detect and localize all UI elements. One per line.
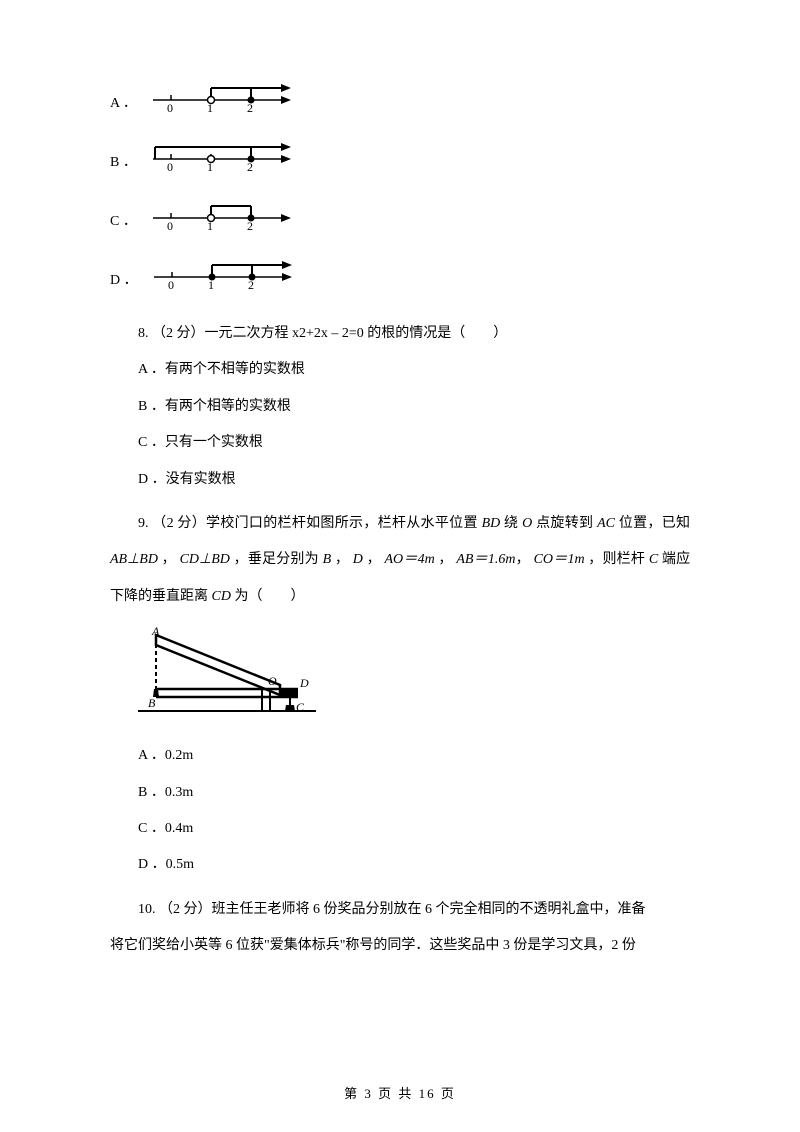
number-line-c: 0 1 2: [153, 198, 293, 235]
opt-label-a: A ．: [110, 86, 137, 112]
q9-c: C: [649, 552, 658, 567]
q9-opt-b: B ．0.3m: [110, 775, 690, 811]
q9-t9: ，: [363, 552, 385, 567]
svg-text:D: D: [299, 676, 309, 690]
svg-text:0: 0: [167, 219, 173, 230]
svg-text:0: 0: [167, 160, 173, 171]
q9-para: 9. （2 分）学校门口的栏杆如图所示，栏杆从水平位置 BD 绕 O 点旋转到 …: [110, 506, 690, 615]
q8-stem: 8. （2 分）一元二次方程 x2+2x – 2=0 的根的情况是（ ）: [110, 316, 690, 352]
svg-text:A: A: [151, 625, 160, 638]
q9-t8: ，: [331, 552, 353, 567]
q9-t1: 9. （2 分）学校门口的栏杆如图所示，栏杆从水平位置: [138, 516, 482, 531]
q10-l1: 10. （2 分）班主任王老师将 6 份奖品分别放在 6 个完全相同的不透明礼盒…: [138, 902, 646, 917]
opt-label-c: C ．: [110, 204, 137, 230]
q9-t10: ，: [435, 552, 457, 567]
q9-t4: 位: [615, 516, 633, 531]
q7-option-c: C ． 0 1 2: [110, 198, 690, 235]
q7-options: A ． 0 1 2 B ．: [110, 80, 690, 294]
svg-text:B: B: [148, 696, 156, 710]
number-line-b: 0 1 2: [153, 139, 293, 176]
q10-line1: 10. （2 分）班主任王老师将 6 份奖品分别放在 6 个完全相同的不透明礼盒…: [110, 892, 690, 928]
q9-t7: ，垂足分别为: [230, 552, 323, 567]
q8-a: A ．有两个不相等的实数根: [110, 352, 690, 388]
svg-text:0: 0: [167, 101, 173, 112]
q9-ao: AO＝4m: [385, 552, 435, 567]
svg-text:O: O: [268, 674, 277, 688]
q9-ac: AC: [597, 516, 615, 531]
opt-label-b: B ．: [110, 145, 137, 171]
page-footer: 第 3 页 共 16 页: [0, 1083, 800, 1102]
q7-option-b: B ． 0 1 2: [110, 139, 690, 176]
q9-bd: BD: [482, 516, 501, 531]
q9-t14: 为（ ）: [231, 589, 305, 604]
q9-b: B: [323, 552, 332, 567]
q9-t2: 绕: [500, 516, 522, 531]
q10-line2: 将它们奖给小英等 6 位获"爱集体标兵"称号的同学．这些奖品中 3 份是学习文具…: [110, 928, 690, 964]
q9-t12: ，则栏杆: [585, 552, 649, 567]
q9-opt-d: D ．0.5m: [110, 847, 690, 883]
q9-t3: 点旋转到: [532, 516, 597, 531]
number-line-a: 0 1 2: [153, 80, 293, 117]
svg-text:C: C: [296, 700, 305, 714]
q8-b: B ．有两个相等的实数根: [110, 389, 690, 425]
q9-abbd: AB⊥BD: [110, 552, 158, 567]
q9-t5: 置，已知: [633, 516, 690, 531]
q10: 10. （2 分）班主任王老师将 6 份奖品分别放在 6 个完全相同的不透明礼盒…: [110, 892, 690, 965]
svg-text:0: 0: [168, 278, 174, 289]
number-line-d: 0 1 2: [154, 257, 294, 294]
q8-c: C ．只有一个实数根: [110, 425, 690, 461]
q8: 8. （2 分）一元二次方程 x2+2x – 2=0 的根的情况是（ ） A ．…: [110, 316, 690, 498]
q9-diagram: A B O D C: [138, 625, 690, 722]
q9-opt-c: C ．0.4m: [110, 811, 690, 847]
q9-d: D: [353, 552, 363, 567]
q9-ab: AB＝1.6m: [456, 552, 515, 567]
q9-cdbd: CD⊥BD: [180, 552, 230, 567]
q9-o: O: [522, 516, 532, 531]
q9-co: CO＝1m: [534, 552, 585, 567]
q7-option-a: A ． 0 1 2: [110, 80, 690, 117]
q9-t11: ，: [515, 552, 533, 567]
q7-option-d: D ． 0 1 2: [110, 257, 690, 294]
q9-t6: ，: [158, 552, 180, 567]
q9: 9. （2 分）学校门口的栏杆如图所示，栏杆从水平位置 BD 绕 O 点旋转到 …: [110, 506, 690, 884]
q9-cd: CD: [212, 589, 231, 604]
q8-d: D ．没有实数根: [110, 462, 690, 498]
opt-label-d: D ．: [110, 263, 138, 289]
q9-opt-a: A ．0.2m: [110, 738, 690, 774]
